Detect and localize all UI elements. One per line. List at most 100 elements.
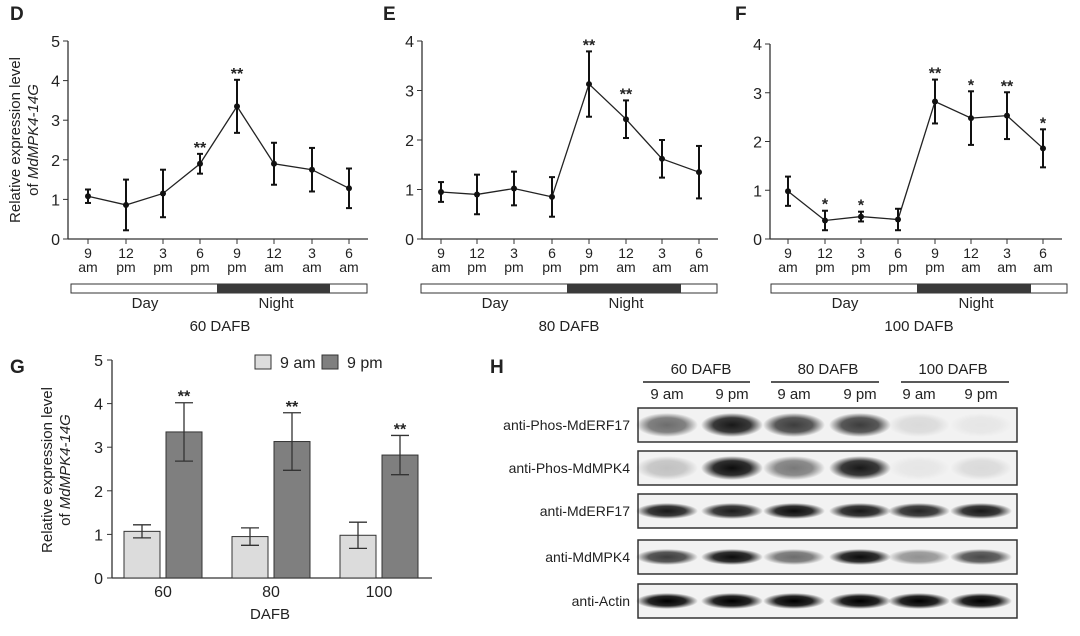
blot-band (829, 413, 891, 437)
western-blot: H 60 DAFB 80 DAFB 100 DAFB 9 am 9 pm 9 am 9 pm 9… (490, 357, 1018, 619)
blot-row-label: anti-Phos-MdMPK4 (509, 460, 631, 476)
x-tick-label-hour: 3 (857, 245, 865, 261)
x-tick-label-hour: 12 (469, 245, 485, 261)
panel-label: E (383, 4, 396, 25)
x-tick-label-ampm: am (264, 259, 283, 275)
data-point (895, 216, 901, 223)
y-tick-label: 0 (753, 232, 762, 249)
x-tick-label-ampm: pm (925, 259, 944, 275)
x-tick-label-hour: 3 (658, 245, 666, 261)
night-segment (917, 284, 1031, 293)
y-tick-label: 2 (94, 484, 103, 501)
blot-band (636, 456, 698, 480)
y-tick-label: 3 (51, 113, 60, 130)
y-tick-label: 5 (94, 353, 103, 370)
blot-band (829, 503, 891, 519)
x-tick-label-ampm: am (431, 259, 450, 275)
y-tick-label: 2 (753, 135, 762, 152)
legend-label: 9 am (280, 355, 316, 372)
x-tick-label-hour: 6 (894, 245, 902, 261)
blot-band (763, 593, 825, 609)
data-point (511, 185, 517, 192)
x-tick-label-hour: 9 (784, 245, 792, 261)
series-line (787, 100, 1044, 222)
x-tick-label-ampm: pm (504, 259, 523, 275)
data-point (822, 217, 828, 224)
blot-band (950, 413, 1012, 437)
chart-D: D0123459am12pm3pm6pm9pm12am3am6am****Day… (7, 4, 368, 335)
significance-marker: * (968, 77, 975, 94)
y-tick-label: 3 (753, 86, 762, 103)
x-tick-label-ampm: pm (153, 259, 172, 275)
series-line (87, 105, 350, 206)
x-tick-label: 80 (262, 584, 280, 601)
panel-label: H (490, 357, 504, 378)
y-tick-label: 4 (51, 74, 60, 91)
blot-band (636, 413, 698, 437)
significance-marker: * (1040, 115, 1047, 132)
y-tick-label: 3 (94, 440, 103, 457)
y-tick-label: 4 (753, 37, 762, 54)
significance-marker: ** (620, 86, 633, 103)
night-segment (567, 284, 681, 293)
significance-marker: * (822, 197, 829, 214)
y-label-gene-name: MdMPK4-14G (57, 414, 74, 509)
x-tick-label-ampm: am (961, 259, 980, 275)
significance-marker: * (858, 198, 865, 215)
bar-9pm (381, 454, 419, 579)
x-tick-label-hour: 9 (437, 245, 445, 261)
significance-marker: ** (178, 389, 191, 406)
blot-band (888, 413, 950, 437)
y-tick-label: 4 (405, 34, 414, 51)
data-point (474, 191, 480, 198)
x-tick-label-hour: 12 (963, 245, 979, 261)
blot-band (701, 456, 763, 480)
data-point (271, 160, 277, 167)
x-tick-label-ampm: am (652, 259, 671, 275)
x-tick-label-hour: 12 (266, 245, 282, 261)
x-tick-label-ampm: am (778, 259, 797, 275)
blot-band (950, 456, 1012, 480)
data-point (659, 155, 665, 162)
x-tick-label-hour: 3 (1003, 245, 1011, 261)
x-tick-label-ampm: pm (542, 259, 561, 275)
y-axis-label-gene: of MdMPK4-14G (25, 84, 42, 196)
x-tick-label-hour: 6 (196, 245, 204, 261)
blot-band (763, 503, 825, 519)
series-line (440, 82, 700, 198)
x-axis-title: 60 DAFB (190, 318, 251, 335)
lane-label: 9 pm (843, 386, 876, 403)
x-tick-label-ampm: pm (467, 259, 486, 275)
chart-G: G 0 1 2 3 4 5 ** 60 ** 80 ** 100 DAFB 9 am 9 pm Relative… (10, 353, 432, 623)
legend-swatch (321, 354, 339, 370)
data-point (586, 81, 592, 88)
legend-label: 9 pm (347, 355, 383, 372)
x-tick-label-ampm: pm (851, 259, 870, 275)
y-tick-label: 2 (51, 153, 60, 170)
blot-band (763, 413, 825, 437)
y-axis-label: Relative expression level (39, 387, 56, 553)
blot-row-label: anti-MdERF17 (540, 503, 630, 519)
x-tick-label-hour: 6 (1039, 245, 1047, 261)
night-label: Night (608, 295, 644, 312)
x-axis-title: DAFB (250, 606, 290, 623)
y-tick-label: 1 (51, 192, 60, 209)
significance-marker: ** (194, 140, 207, 157)
blot-band (829, 456, 891, 480)
x-tick-label-hour: 3 (510, 245, 518, 261)
x-tick-label-hour: 9 (931, 245, 939, 261)
day-label: Day (832, 295, 859, 312)
blot-band (763, 549, 825, 565)
y-axis-label-gene: of MdMPK4-14G (57, 414, 74, 526)
data-point (858, 213, 864, 220)
night-label: Night (258, 295, 294, 312)
y-tick-label: 0 (94, 571, 103, 588)
data-point (623, 116, 629, 123)
x-tick-label-ampm: pm (116, 259, 135, 275)
blot-band (701, 549, 763, 565)
x-tick-label-ampm: pm (815, 259, 834, 275)
panel-label: D (10, 4, 24, 25)
x-tick-label-hour: 12 (618, 245, 634, 261)
blot-band (829, 549, 891, 565)
